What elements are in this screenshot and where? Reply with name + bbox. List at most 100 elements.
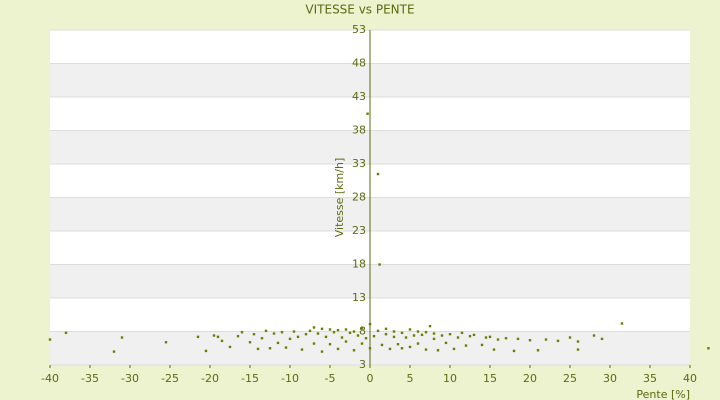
point <box>460 331 464 335</box>
point <box>516 337 520 341</box>
x-tick-label: 5 <box>407 372 414 385</box>
x-tick-label: 35 <box>643 372 657 385</box>
y-tick-label: 3 <box>359 358 366 371</box>
point <box>452 347 456 351</box>
point <box>376 329 380 333</box>
point <box>424 330 428 334</box>
point <box>312 342 316 345</box>
point <box>64 331 68 335</box>
point <box>264 329 268 333</box>
point <box>444 341 448 345</box>
point <box>568 336 572 339</box>
point <box>216 335 220 339</box>
point <box>352 330 356 333</box>
point <box>356 334 360 337</box>
point <box>284 346 288 349</box>
point <box>360 342 364 345</box>
y-axis-label: Vitesse [km/h] <box>333 158 346 238</box>
point <box>164 341 168 344</box>
y-tick-label: 33 <box>352 157 366 170</box>
point <box>456 336 460 339</box>
y-tick-label: 43 <box>352 90 366 103</box>
point <box>380 343 384 347</box>
point <box>592 334 596 337</box>
point <box>280 330 284 334</box>
point <box>272 332 276 335</box>
point <box>448 332 452 336</box>
point <box>576 348 580 351</box>
point <box>416 342 420 345</box>
point <box>408 345 412 349</box>
point <box>492 348 496 351</box>
point <box>416 330 420 333</box>
point <box>336 328 340 332</box>
point <box>620 322 624 325</box>
x-tick-label: -5 <box>325 372 336 385</box>
point <box>480 343 484 347</box>
point <box>472 333 476 337</box>
y-tick-label: 8 <box>359 325 366 338</box>
point <box>344 328 348 331</box>
x-tick-label: 20 <box>523 372 537 385</box>
x-tick-label: -10 <box>281 372 299 385</box>
point <box>400 331 404 335</box>
point <box>468 334 472 338</box>
point <box>366 112 369 115</box>
point <box>48 338 52 341</box>
point <box>600 337 604 341</box>
point <box>260 337 264 340</box>
x-tick-label: 0 <box>367 372 374 385</box>
point <box>320 350 324 353</box>
point <box>364 337 368 340</box>
chart-title: VITESSE vs PENTE <box>305 3 414 17</box>
point <box>204 349 208 353</box>
point <box>376 172 380 176</box>
point <box>488 335 492 339</box>
x-tick-label: 30 <box>603 372 617 385</box>
x-tick-label: -40 <box>41 372 59 385</box>
point <box>404 336 408 339</box>
x-tick-label: 40 <box>683 372 697 385</box>
point <box>220 339 224 343</box>
point <box>556 339 560 343</box>
y-tick-label: 28 <box>352 191 366 204</box>
point <box>304 332 308 336</box>
point <box>384 327 388 331</box>
point <box>256 347 260 351</box>
point <box>392 335 396 339</box>
point <box>464 344 468 347</box>
y-tick-label: 13 <box>352 291 366 304</box>
point <box>396 343 400 346</box>
x-tick-label: -35 <box>81 372 99 385</box>
point <box>368 322 372 326</box>
point <box>428 324 432 328</box>
point <box>368 347 372 350</box>
point <box>707 347 710 350</box>
point <box>300 348 304 351</box>
point <box>336 347 340 351</box>
point <box>196 335 200 339</box>
x-tick-label: -20 <box>201 372 219 385</box>
point <box>372 334 376 338</box>
y-tick-label: 18 <box>352 258 366 271</box>
point <box>344 340 348 343</box>
point <box>320 327 324 331</box>
x-tick-label: 15 <box>483 372 497 385</box>
point <box>528 339 532 342</box>
point <box>400 347 404 350</box>
point <box>112 350 116 353</box>
point <box>512 349 516 353</box>
point <box>360 326 364 330</box>
x-tick-label: 25 <box>563 372 577 385</box>
point <box>296 335 300 339</box>
point <box>248 341 252 344</box>
point <box>420 333 424 337</box>
point <box>432 332 436 335</box>
point <box>536 349 540 352</box>
point <box>276 341 280 345</box>
point <box>308 329 312 333</box>
point <box>236 334 240 338</box>
point <box>228 345 232 349</box>
point <box>312 326 316 329</box>
